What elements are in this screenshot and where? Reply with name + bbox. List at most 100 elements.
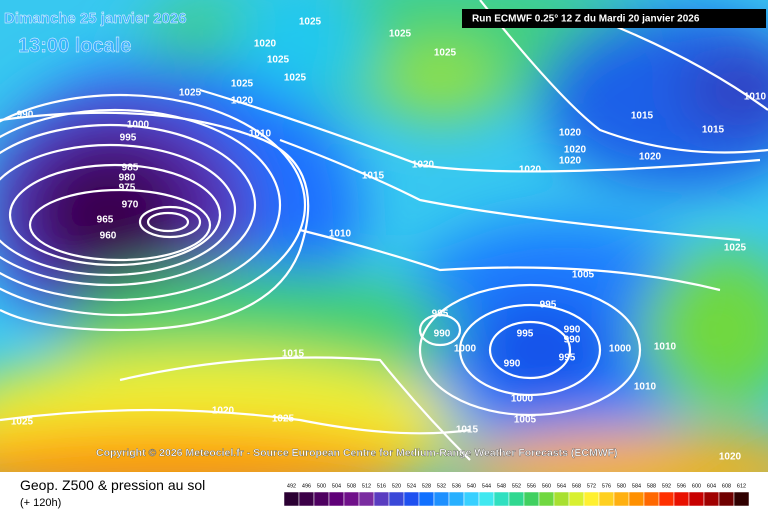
scale-swatch xyxy=(478,491,495,507)
isobar-label: 960 xyxy=(100,231,117,242)
scale-label: 576 xyxy=(602,483,611,489)
isobar-label: 990 xyxy=(564,335,581,346)
isobar-label: 1010 xyxy=(249,129,272,140)
scale-label: 556 xyxy=(527,483,536,489)
isobar-label: 1020 xyxy=(412,160,435,171)
scale-swatch xyxy=(613,491,630,507)
isobar-label: 995 xyxy=(432,309,449,320)
isobar-label: 975 xyxy=(119,183,136,194)
isobar-label: 990 xyxy=(564,325,581,336)
isobar-label: 970 xyxy=(122,200,139,211)
scale-label: 588 xyxy=(647,483,656,489)
isobar-label: 1020 xyxy=(559,128,582,139)
isobar-label: 995 xyxy=(120,133,137,144)
isobar-label: 990 xyxy=(504,359,521,370)
scale-label: 496 xyxy=(302,483,311,489)
isobar-label: 1020 xyxy=(559,156,582,167)
scale-swatch xyxy=(343,491,360,507)
scale-label: 544 xyxy=(482,483,491,489)
isobar-label: 1020 xyxy=(719,452,742,463)
scale-label: 492 xyxy=(287,483,296,489)
scale-swatch xyxy=(433,491,450,507)
run-box xyxy=(462,9,766,28)
scale-label: 516 xyxy=(377,483,386,489)
isobar-label: 995 xyxy=(559,353,576,364)
isobars xyxy=(0,0,768,461)
isobar-label: 1015 xyxy=(362,171,385,182)
scale-swatch xyxy=(373,491,390,507)
isobar-label: 995 xyxy=(517,329,534,340)
scale-swatch xyxy=(523,491,540,507)
scale-label: 552 xyxy=(512,483,521,489)
scale-swatch xyxy=(538,491,555,507)
isobar-label: 1010 xyxy=(329,229,352,240)
isobar-label: 1025 xyxy=(299,17,322,28)
isobar-label: 995 xyxy=(540,300,557,311)
isobar-label: 1025 xyxy=(179,88,202,99)
scale-label: 536 xyxy=(452,483,461,489)
isobar-label: 1015 xyxy=(282,349,305,360)
scale-swatch xyxy=(553,491,570,507)
scale-label: 592 xyxy=(662,483,671,489)
scale-label: 528 xyxy=(422,483,431,489)
scale-swatch xyxy=(673,491,690,507)
isobar-label: 1010 xyxy=(654,342,677,353)
scale-swatch xyxy=(568,491,585,507)
scale-label: 532 xyxy=(437,483,446,489)
scale-label: 504 xyxy=(332,483,341,489)
isobar-label: 1000 xyxy=(609,344,632,355)
isobar-label: 1000 xyxy=(511,394,534,405)
scale-swatch xyxy=(313,491,330,507)
scale-swatch xyxy=(403,491,420,507)
isobar-label: 1025 xyxy=(272,414,295,425)
color-scale: 492 496 500 504 508 512 516 520 524 528 532 536 540 5… xyxy=(283,483,750,507)
scale-swatch xyxy=(628,491,645,507)
scale-label: 600 xyxy=(692,483,701,489)
isobar-label: 1025 xyxy=(267,55,290,66)
scale-label: 548 xyxy=(497,483,506,489)
local-time: 13:00 locale xyxy=(18,35,131,57)
run-info: Run ECMWF 0.25° 12 Z du Mardi 20 janvier… xyxy=(472,14,700,25)
isobar-label: 1025 xyxy=(434,48,457,59)
isobar-label: 1015 xyxy=(456,425,479,436)
isobar-label: 1025 xyxy=(724,243,747,254)
isobar-label: 1015 xyxy=(631,111,654,122)
scale-swatch xyxy=(658,491,675,507)
date: Dimanche 25 janvier 2026 xyxy=(4,10,187,27)
isobar-label: 1025 xyxy=(389,29,412,40)
isobar-label: 1020 xyxy=(639,152,662,163)
isobar-label: 990 xyxy=(434,329,451,340)
scale-swatch xyxy=(703,491,720,507)
isobar-label: 1005 xyxy=(572,270,595,281)
isobar-label: 1000 xyxy=(454,344,477,355)
scale-swatch xyxy=(418,491,435,507)
scale-swatch xyxy=(598,491,615,507)
scale-swatch xyxy=(298,491,315,507)
scale-label: 568 xyxy=(572,483,581,489)
isobar-label: 1020 xyxy=(564,145,587,156)
scale-label: 596 xyxy=(677,483,686,489)
isobar-label: 1005 xyxy=(514,415,537,426)
isobar-label: 1025 xyxy=(11,417,34,428)
isobar-label: 1025 xyxy=(231,79,254,90)
scale-label: 512 xyxy=(362,483,371,489)
scale-label: 540 xyxy=(467,483,476,489)
isobar-label: 1020 xyxy=(212,406,235,417)
isobar-label: 1000 xyxy=(127,120,150,131)
isobar-label: 1020 xyxy=(231,96,254,107)
scale-swatch xyxy=(718,491,735,507)
scale-label: 580 xyxy=(617,483,626,489)
isobar-label: 1010 xyxy=(744,92,767,103)
scale-swatch xyxy=(733,491,750,507)
scale-label: 508 xyxy=(347,483,356,489)
isobar-label: 985 xyxy=(122,163,139,174)
scale-swatch xyxy=(508,491,525,507)
scale-swatch xyxy=(583,491,600,507)
scale-swatch xyxy=(493,491,510,507)
scale-label: 612 xyxy=(737,483,746,489)
isobar-label: 1020 xyxy=(519,165,542,176)
scale-label: 572 xyxy=(587,483,596,489)
scale-label: 560 xyxy=(542,483,551,489)
footer-lead: (+ 120h) xyxy=(20,497,61,509)
